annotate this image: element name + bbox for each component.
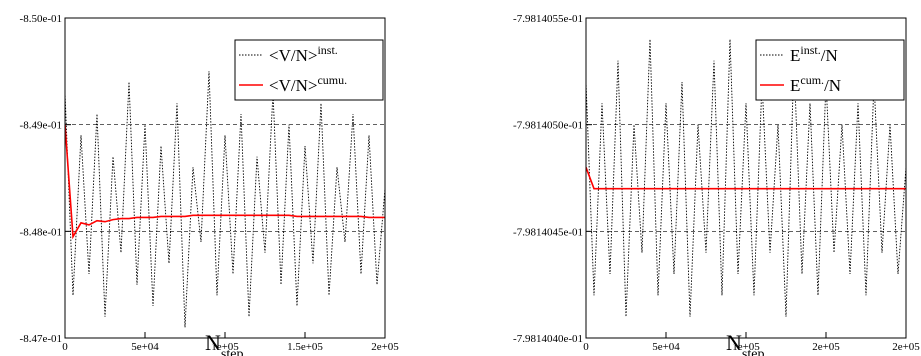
y-tick-label: -7.9814045e-01: [513, 226, 583, 238]
label-part: step: [742, 347, 765, 356]
y-tick-label: -7.9814040e-01: [513, 333, 583, 345]
x-tick-label: 0: [62, 341, 68, 353]
y-tick-label: -7.9814050e-01: [513, 120, 583, 132]
label-part: step: [221, 347, 244, 356]
label: Nstep: [726, 330, 764, 356]
label-part: <V/N>: [269, 76, 317, 95]
label-part: inst.: [317, 43, 337, 57]
x-tick-label: 2e+05: [812, 341, 840, 353]
label-part: E: [790, 76, 800, 95]
y-tick-label: -8.47e-01: [20, 333, 62, 345]
legend-box: [755, 39, 905, 101]
y-tick-label: -8.48e-01: [20, 226, 62, 238]
plot-frame: [64, 17, 386, 339]
series-line: [65, 124, 385, 240]
panel: -7.9814055e-01 -7.9814050e-01 -7.9814045e-…: [513, 13, 920, 356]
x-tick-label: 1.5e+05: [287, 341, 323, 353]
label: Einst./N: [790, 43, 838, 65]
y-tick-label: -7.9814055e-01: [513, 13, 583, 25]
label: Nstep: [205, 330, 243, 356]
series-line: [586, 167, 906, 190]
label-part: /N: [821, 46, 838, 65]
label: <V/N>inst.: [269, 43, 338, 65]
x-tick-label: 5e+04: [131, 341, 159, 353]
label-part: N: [205, 330, 221, 355]
label-part: inst.: [800, 43, 820, 57]
label-part: /N: [824, 76, 841, 95]
y-tick-label: -8.49e-01: [20, 120, 62, 132]
x-tick-label: 2e+05: [371, 341, 399, 353]
series-line: [586, 39, 906, 317]
label-part: cum.: [800, 73, 824, 87]
label-part: cumu.: [317, 73, 347, 87]
series-line: [65, 71, 385, 328]
x-tick-label: 2e+05: [892, 341, 920, 353]
label-part: <V/N>: [269, 46, 317, 65]
plot-frame: [585, 17, 907, 339]
label-part: N: [726, 330, 742, 355]
x-tick-label: 1e+05: [211, 341, 239, 353]
label: <V/N>cumu.: [269, 73, 347, 95]
x-tick-label: 5e+04: [652, 341, 680, 353]
label: Ecum./N: [790, 73, 841, 95]
y-tick-label: -8.50e-01: [20, 13, 62, 25]
panel: -8.50e-01 -8.49e-01 -8.48e-01 -8.47e-010 5e+…: [20, 13, 400, 356]
x-tick-label: 1e+05: [732, 341, 760, 353]
label-part: E: [790, 46, 800, 65]
legend-box: [234, 39, 384, 101]
x-tick-label: 0: [583, 341, 589, 353]
